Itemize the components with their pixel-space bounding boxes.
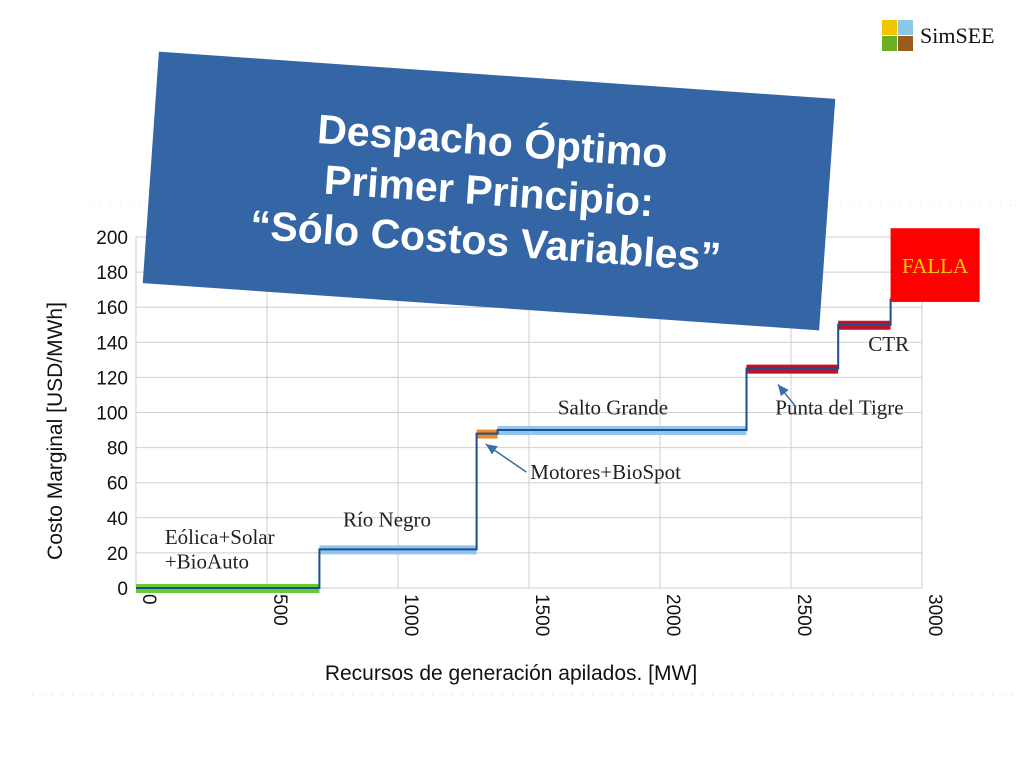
logo-square-green [882,36,897,51]
y-axis-label: Costo Marginal [USD/MWh] [44,302,67,560]
logo-square-lightblue [898,20,913,35]
arrow-head-icon [485,444,498,455]
x-axis-label: Recursos de generación apilados. [MW] [325,662,697,685]
step-curve [136,298,892,589]
x-tick-label: 2500 [793,594,814,636]
logo-mark-icon [882,20,914,52]
falla-label: FALLA [902,254,969,278]
y-tick-label: 0 [117,579,128,600]
title-banner: Despacho Óptimo Primer Principio: “Sólo … [142,51,836,331]
annotation-label: Río Negro [343,508,431,532]
step-curve-layer [136,298,892,589]
y-tick-label: 60 [107,474,128,495]
x-tick-label: 3000 [924,594,945,636]
arrow-head-icon [777,384,789,397]
y-tick-label: 100 [96,404,128,425]
cost-blocks [136,320,891,593]
logo-text: SimSEE [920,23,995,48]
x-tick-label: 2000 [662,594,683,636]
x-tick-label: 0 [138,594,159,605]
y-tick-label: 120 [96,368,128,389]
annotations: FALLA Eólica+Solar+BioAuto Río Negro Salto … [165,228,980,574]
y-tick-label: 80 [107,439,128,460]
x-tick-label: 1500 [531,594,552,636]
annotation-label: Eólica+Solar [165,525,275,549]
annotation-label: +BioAuto [165,550,249,574]
y-tick-label: 180 [96,263,128,284]
y-tick-label: 40 [107,509,128,530]
logo-square-brown [898,36,913,51]
logo-square-yellow [882,20,897,35]
annotation-label: Motores+BioSpot [530,460,681,484]
falla-box [890,228,980,302]
x-tick-label: 500 [269,594,290,626]
y-tick-label: 20 [107,544,128,565]
y-tick-label: 140 [96,333,128,354]
simsee-logo: SimSEE [882,20,995,52]
annotation-label: CTR [868,332,909,356]
annotation-label: Salto Grande [558,395,668,419]
y-tick-label: 200 [96,228,128,249]
x-tick-label: 1000 [400,594,421,636]
annotation-label: Punta del Tigre [775,395,903,419]
y-tick-label: 160 [96,298,128,319]
